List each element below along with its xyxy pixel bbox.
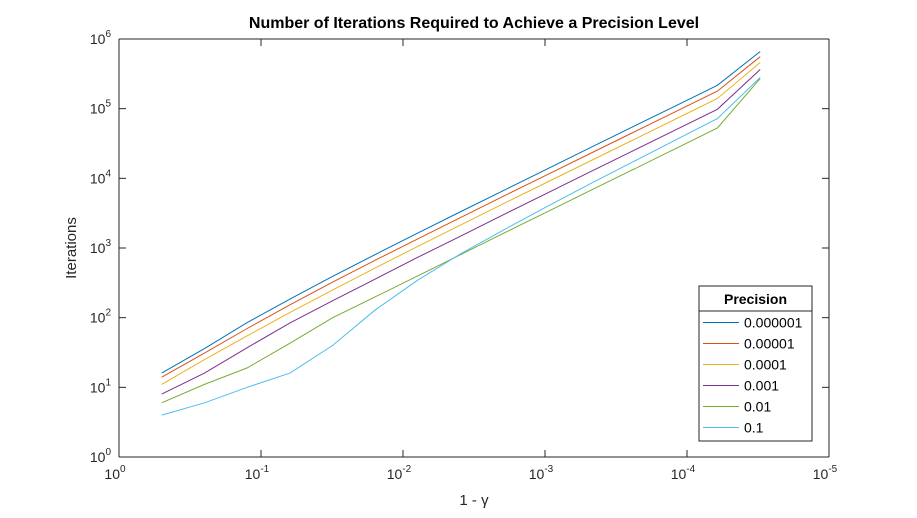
tick-labels: 100 10-1 10-2 10-3 10-4 10-5 100 101 102 103 104 10… [90, 29, 838, 482]
series-line-4 [161, 78, 761, 404]
x-tick-label: 10-5 [813, 464, 838, 482]
legend-label-4: 0.01 [744, 399, 771, 415]
y-axis-label: Iterations [63, 217, 80, 279]
legend-label-3: 0.001 [744, 378, 779, 394]
series-lines [161, 51, 761, 416]
y-tick-label: 105 [90, 99, 112, 117]
y-tick-label: 102 [90, 308, 112, 326]
x-tick-label: 10-3 [529, 464, 554, 482]
legend-title: Precision [724, 291, 787, 307]
x-tick-label: 10-2 [387, 464, 412, 482]
axes [118, 38, 830, 458]
x-axis-label: 1 - γ [459, 492, 489, 509]
y-tick-label: 106 [90, 29, 112, 47]
legend: Precision 0.000001 0.00001 0.0001 0.001 0.01 0… [698, 285, 813, 442]
series-line-5 [161, 77, 761, 416]
legend-label-0: 0.000001 [744, 315, 803, 331]
legend-box [698, 285, 813, 442]
x-tick-label: 10-4 [671, 464, 696, 482]
series-line-0 [161, 51, 761, 374]
legend-label-2: 0.0001 [744, 357, 787, 373]
y-tick-label: 101 [90, 377, 112, 395]
y-tick-label: 103 [90, 238, 112, 256]
y-tick-label: 104 [90, 168, 112, 186]
chart-title: Number of Iterations Required to Achieve… [249, 15, 699, 32]
legend-label-1: 0.00001 [744, 336, 795, 352]
series-line-1 [161, 56, 761, 378]
x-tick-label: 10-1 [245, 464, 270, 482]
x-tick-label: 100 [104, 464, 126, 482]
series-line-2 [161, 62, 761, 385]
y-tick-label: 100 [90, 447, 112, 465]
legend-label-5: 0.1 [744, 420, 764, 436]
series-line-3 [161, 69, 761, 395]
